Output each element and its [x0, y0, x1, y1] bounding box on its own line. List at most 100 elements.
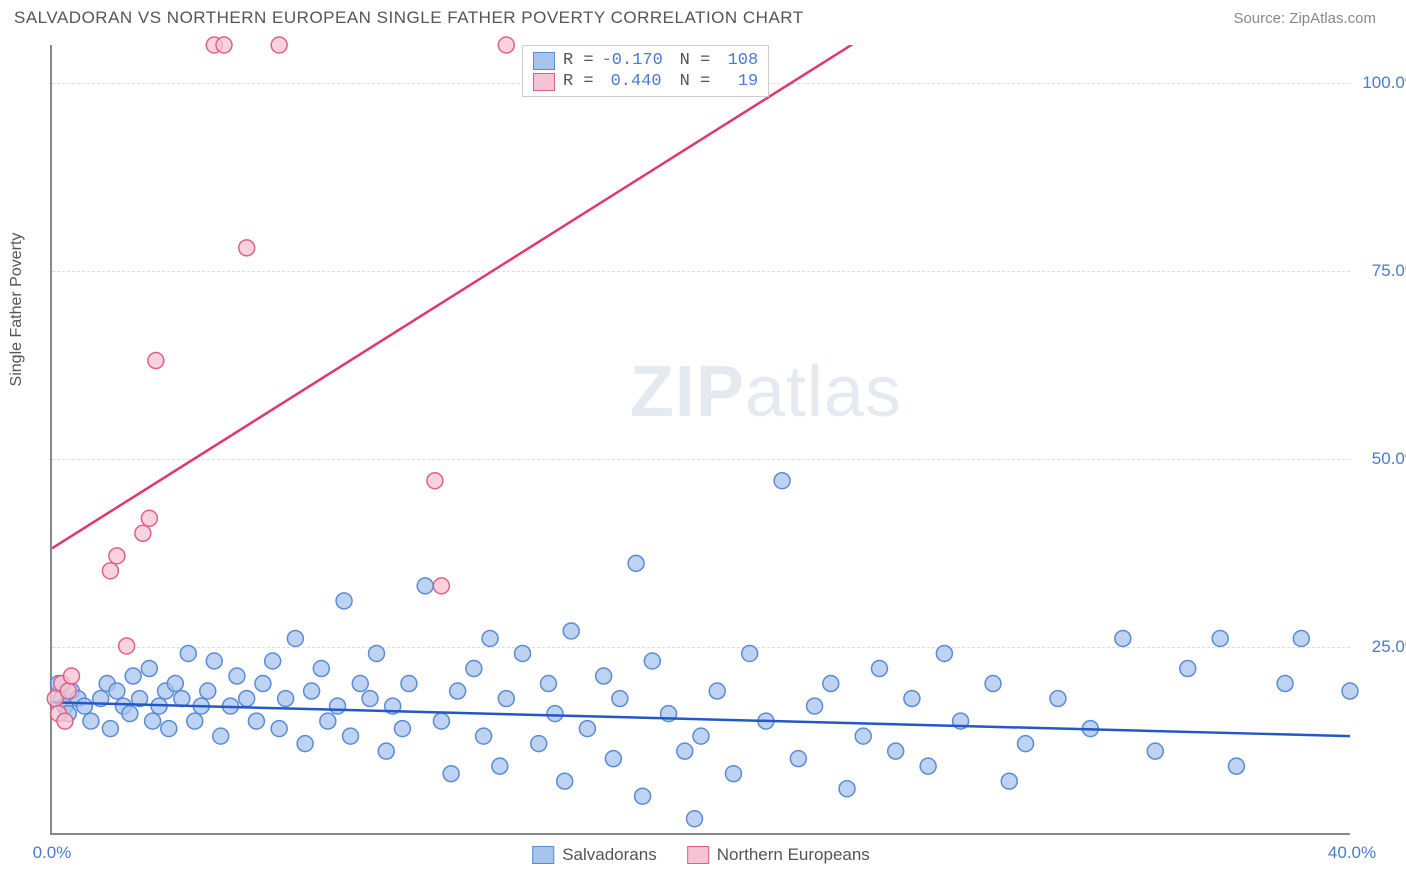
data-point — [174, 691, 190, 707]
data-point — [1293, 630, 1309, 646]
data-point — [297, 736, 313, 752]
data-point — [725, 766, 741, 782]
legend-swatch-northern-europeans — [687, 846, 709, 864]
y-tick-label: 25.0% — [1360, 637, 1406, 657]
data-point — [102, 721, 118, 737]
legend-item-northern-europeans: Northern Europeans — [687, 845, 870, 865]
data-point — [271, 721, 287, 737]
legend-label-salvadorans: Salvadorans — [562, 845, 657, 865]
data-point — [742, 645, 758, 661]
data-point — [644, 653, 660, 669]
data-point — [362, 691, 378, 707]
swatch-northern-europeans — [533, 73, 555, 91]
series-legend: Salvadorans Northern Europeans — [532, 845, 870, 865]
data-point — [60, 683, 76, 699]
data-point — [239, 691, 255, 707]
data-point — [904, 691, 920, 707]
data-point — [871, 661, 887, 677]
data-point — [102, 563, 118, 579]
data-point — [313, 661, 329, 677]
data-point — [378, 743, 394, 759]
data-point — [135, 525, 151, 541]
y-axis-label: Single Father Poverty — [8, 233, 26, 387]
x-tick-label: 0.0% — [33, 843, 72, 863]
data-point — [450, 683, 466, 699]
data-point — [687, 811, 703, 827]
data-point — [213, 728, 229, 744]
data-point — [83, 713, 99, 729]
scatter-plot-svg — [52, 45, 1350, 834]
data-point — [563, 623, 579, 639]
legend-swatch-salvadorans — [532, 846, 554, 864]
data-point — [1018, 736, 1034, 752]
data-point — [167, 676, 183, 692]
data-point — [122, 706, 138, 722]
n-value-salvadorans: 108 — [718, 51, 758, 70]
data-point — [1228, 758, 1244, 774]
data-point — [476, 728, 492, 744]
r-value-salvadorans: -0.170 — [602, 51, 662, 70]
trend-line — [52, 37, 863, 548]
data-point — [709, 683, 725, 699]
correlation-stats-legend: R = -0.170 N = 108 R = 0.440 N = 19 — [522, 45, 769, 97]
data-point — [394, 721, 410, 737]
data-point — [369, 645, 385, 661]
data-point — [596, 668, 612, 684]
data-point — [628, 555, 644, 571]
data-point — [229, 668, 245, 684]
chart-title: SALVADORAN VS NORTHERN EUROPEAN SINGLE F… — [14, 8, 804, 28]
chart-source: Source: ZipAtlas.com — [1233, 10, 1376, 27]
stat-row-northern-europeans: R = 0.440 N = 19 — [533, 71, 758, 92]
data-point — [57, 713, 73, 729]
data-point — [936, 645, 952, 661]
data-point — [1001, 773, 1017, 789]
stat-row-salvadorans: R = -0.170 N = 108 — [533, 50, 758, 71]
data-point — [320, 713, 336, 729]
r-value-northern-europeans: 0.440 — [602, 72, 662, 91]
data-point — [498, 691, 514, 707]
x-tick-label: 40.0% — [1328, 843, 1376, 863]
data-point — [271, 37, 287, 53]
data-point — [540, 676, 556, 692]
data-point — [807, 698, 823, 714]
data-point — [427, 473, 443, 489]
data-point — [206, 653, 222, 669]
data-point — [985, 676, 1001, 692]
y-tick-label: 100.0% — [1360, 73, 1406, 93]
data-point — [278, 691, 294, 707]
y-tick-label: 50.0% — [1360, 449, 1406, 469]
data-point — [76, 698, 92, 714]
data-point — [547, 706, 563, 722]
data-point — [109, 548, 125, 564]
data-point — [1050, 691, 1066, 707]
data-point — [109, 683, 125, 699]
data-point — [1147, 743, 1163, 759]
y-tick-label: 75.0% — [1360, 261, 1406, 281]
data-point — [774, 473, 790, 489]
data-point — [239, 240, 255, 256]
data-point — [216, 37, 232, 53]
chart-header: SALVADORAN VS NORTHERN EUROPEAN SINGLE F… — [0, 0, 1406, 32]
data-point — [336, 593, 352, 609]
data-point — [612, 691, 628, 707]
data-point — [1180, 661, 1196, 677]
data-point — [531, 736, 547, 752]
data-point — [304, 683, 320, 699]
data-point — [790, 751, 806, 767]
data-point — [492, 758, 508, 774]
data-point — [839, 781, 855, 797]
data-point — [330, 698, 346, 714]
data-point — [141, 510, 157, 526]
data-point — [200, 683, 216, 699]
data-point — [63, 668, 79, 684]
data-point — [443, 766, 459, 782]
data-point — [823, 676, 839, 692]
data-point — [265, 653, 281, 669]
data-point — [515, 645, 531, 661]
data-point — [888, 743, 904, 759]
data-point — [248, 713, 264, 729]
legend-item-salvadorans: Salvadorans — [532, 845, 657, 865]
data-point — [433, 713, 449, 729]
swatch-salvadorans — [533, 52, 555, 70]
data-point — [161, 721, 177, 737]
